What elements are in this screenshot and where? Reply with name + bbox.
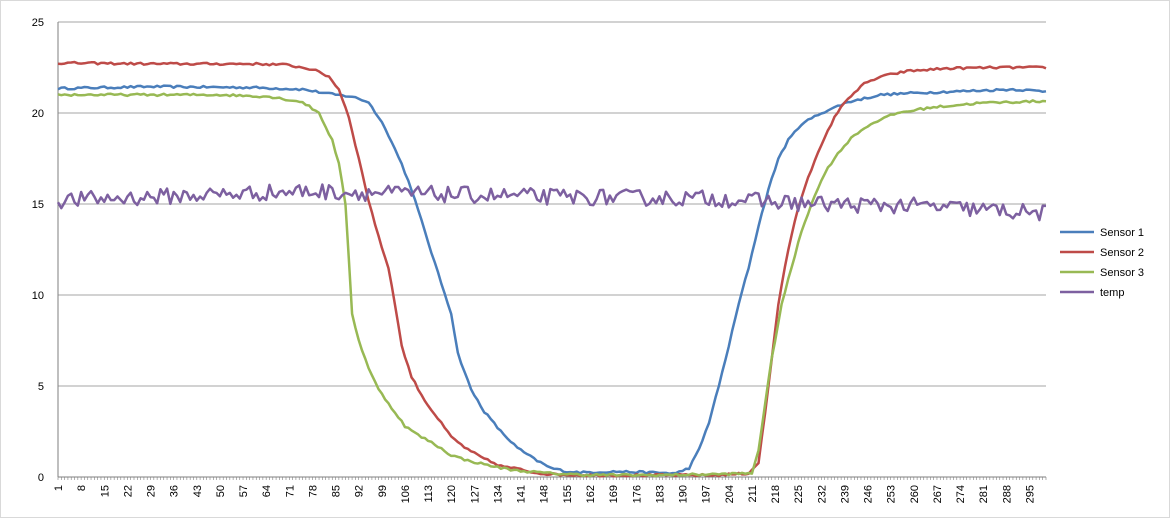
x-tick-label: 141 (516, 485, 528, 503)
x-tick-label: 295 (1024, 485, 1036, 503)
x-tick-label: 120 (446, 485, 458, 503)
x-tick-label: 92 (354, 485, 366, 497)
x-tick-label: 162 (585, 485, 597, 503)
x-tick-label: 190 (678, 485, 690, 503)
x-tick-label: 253 (886, 485, 898, 503)
x-tick-label: 50 (215, 485, 227, 497)
x-tick-label: 204 (724, 485, 736, 503)
x-tick-label: 176 (631, 485, 643, 503)
x-tick-label: 99 (377, 485, 389, 497)
x-tick-label: 218 (770, 485, 782, 503)
x-tick-label: 267 (932, 485, 944, 503)
x-tick-label: 211 (747, 485, 759, 503)
x-tick-label: 36 (169, 485, 181, 497)
y-tick-label: 0 (38, 472, 44, 484)
x-tick-label: 127 (469, 485, 481, 503)
legend-label: Sensor 3 (1100, 267, 1144, 279)
x-tick-label: 232 (816, 485, 828, 503)
y-tick-label: 15 (32, 199, 44, 211)
legend-item-temp: temp (1060, 287, 1124, 299)
x-tick-label: 260 (909, 485, 921, 503)
x-tick-label: 148 (539, 485, 551, 503)
x-tick-label: 64 (261, 485, 273, 497)
y-tick-label: 10 (32, 290, 44, 302)
x-tick-label: 169 (608, 485, 620, 503)
x-tick-label: 113 (423, 485, 435, 503)
legend-label: Sensor 2 (1100, 247, 1144, 259)
series-line-temp (56, 183, 1047, 222)
y-tick-label: 5 (38, 381, 44, 393)
x-tick-label: 29 (146, 485, 158, 497)
x-tick-label: 239 (839, 485, 851, 503)
x-tick-label: 71 (284, 485, 296, 497)
series-line-sensor-3 (57, 92, 1047, 478)
legend: Sensor 1 Sensor 2 Sensor 3 temp (1060, 227, 1144, 299)
y-tick-label: 20 (32, 108, 44, 120)
x-tick-label: 8 (76, 485, 88, 491)
legend-label: temp (1100, 287, 1124, 299)
legend-item-sensor-2: Sensor 2 (1060, 247, 1144, 259)
x-tick-label: 281 (978, 485, 990, 503)
x-tick-label: 1 (53, 485, 65, 491)
x-tick-label: 78 (307, 485, 319, 497)
x-tick-label: 197 (701, 485, 713, 503)
grid-lines (58, 21, 1046, 387)
x-tick-label: 225 (793, 485, 805, 503)
x-tick-label: 106 (400, 485, 412, 503)
x-tick-label: 183 (654, 485, 666, 503)
x-tick-label: 57 (238, 485, 250, 497)
x-tick-label: 155 (562, 485, 574, 503)
legend-item-sensor-3: Sensor 3 (1060, 267, 1144, 279)
axes: 0 5 10 15 20 25 1 8 15 22 29 36 43 50 57 64 71 78 85 92 99 10… (32, 17, 1047, 503)
series-line-sensor-1 (57, 84, 1047, 475)
x-tick-label: 134 (492, 485, 504, 503)
y-tick-label: 25 (32, 17, 44, 29)
series-layer (56, 60, 1047, 478)
x-tick-label: 22 (122, 485, 134, 497)
x-tick-label: 246 (863, 485, 875, 503)
x-tick-label: 288 (1001, 485, 1013, 503)
x-tick-label: 274 (955, 485, 967, 503)
x-tick-label: 43 (192, 485, 204, 497)
x-tick-label: 15 (99, 485, 111, 497)
legend-item-sensor-1: Sensor 1 (1060, 227, 1144, 239)
x-tick-label: 85 (331, 485, 343, 497)
legend-label: Sensor 1 (1100, 227, 1144, 239)
